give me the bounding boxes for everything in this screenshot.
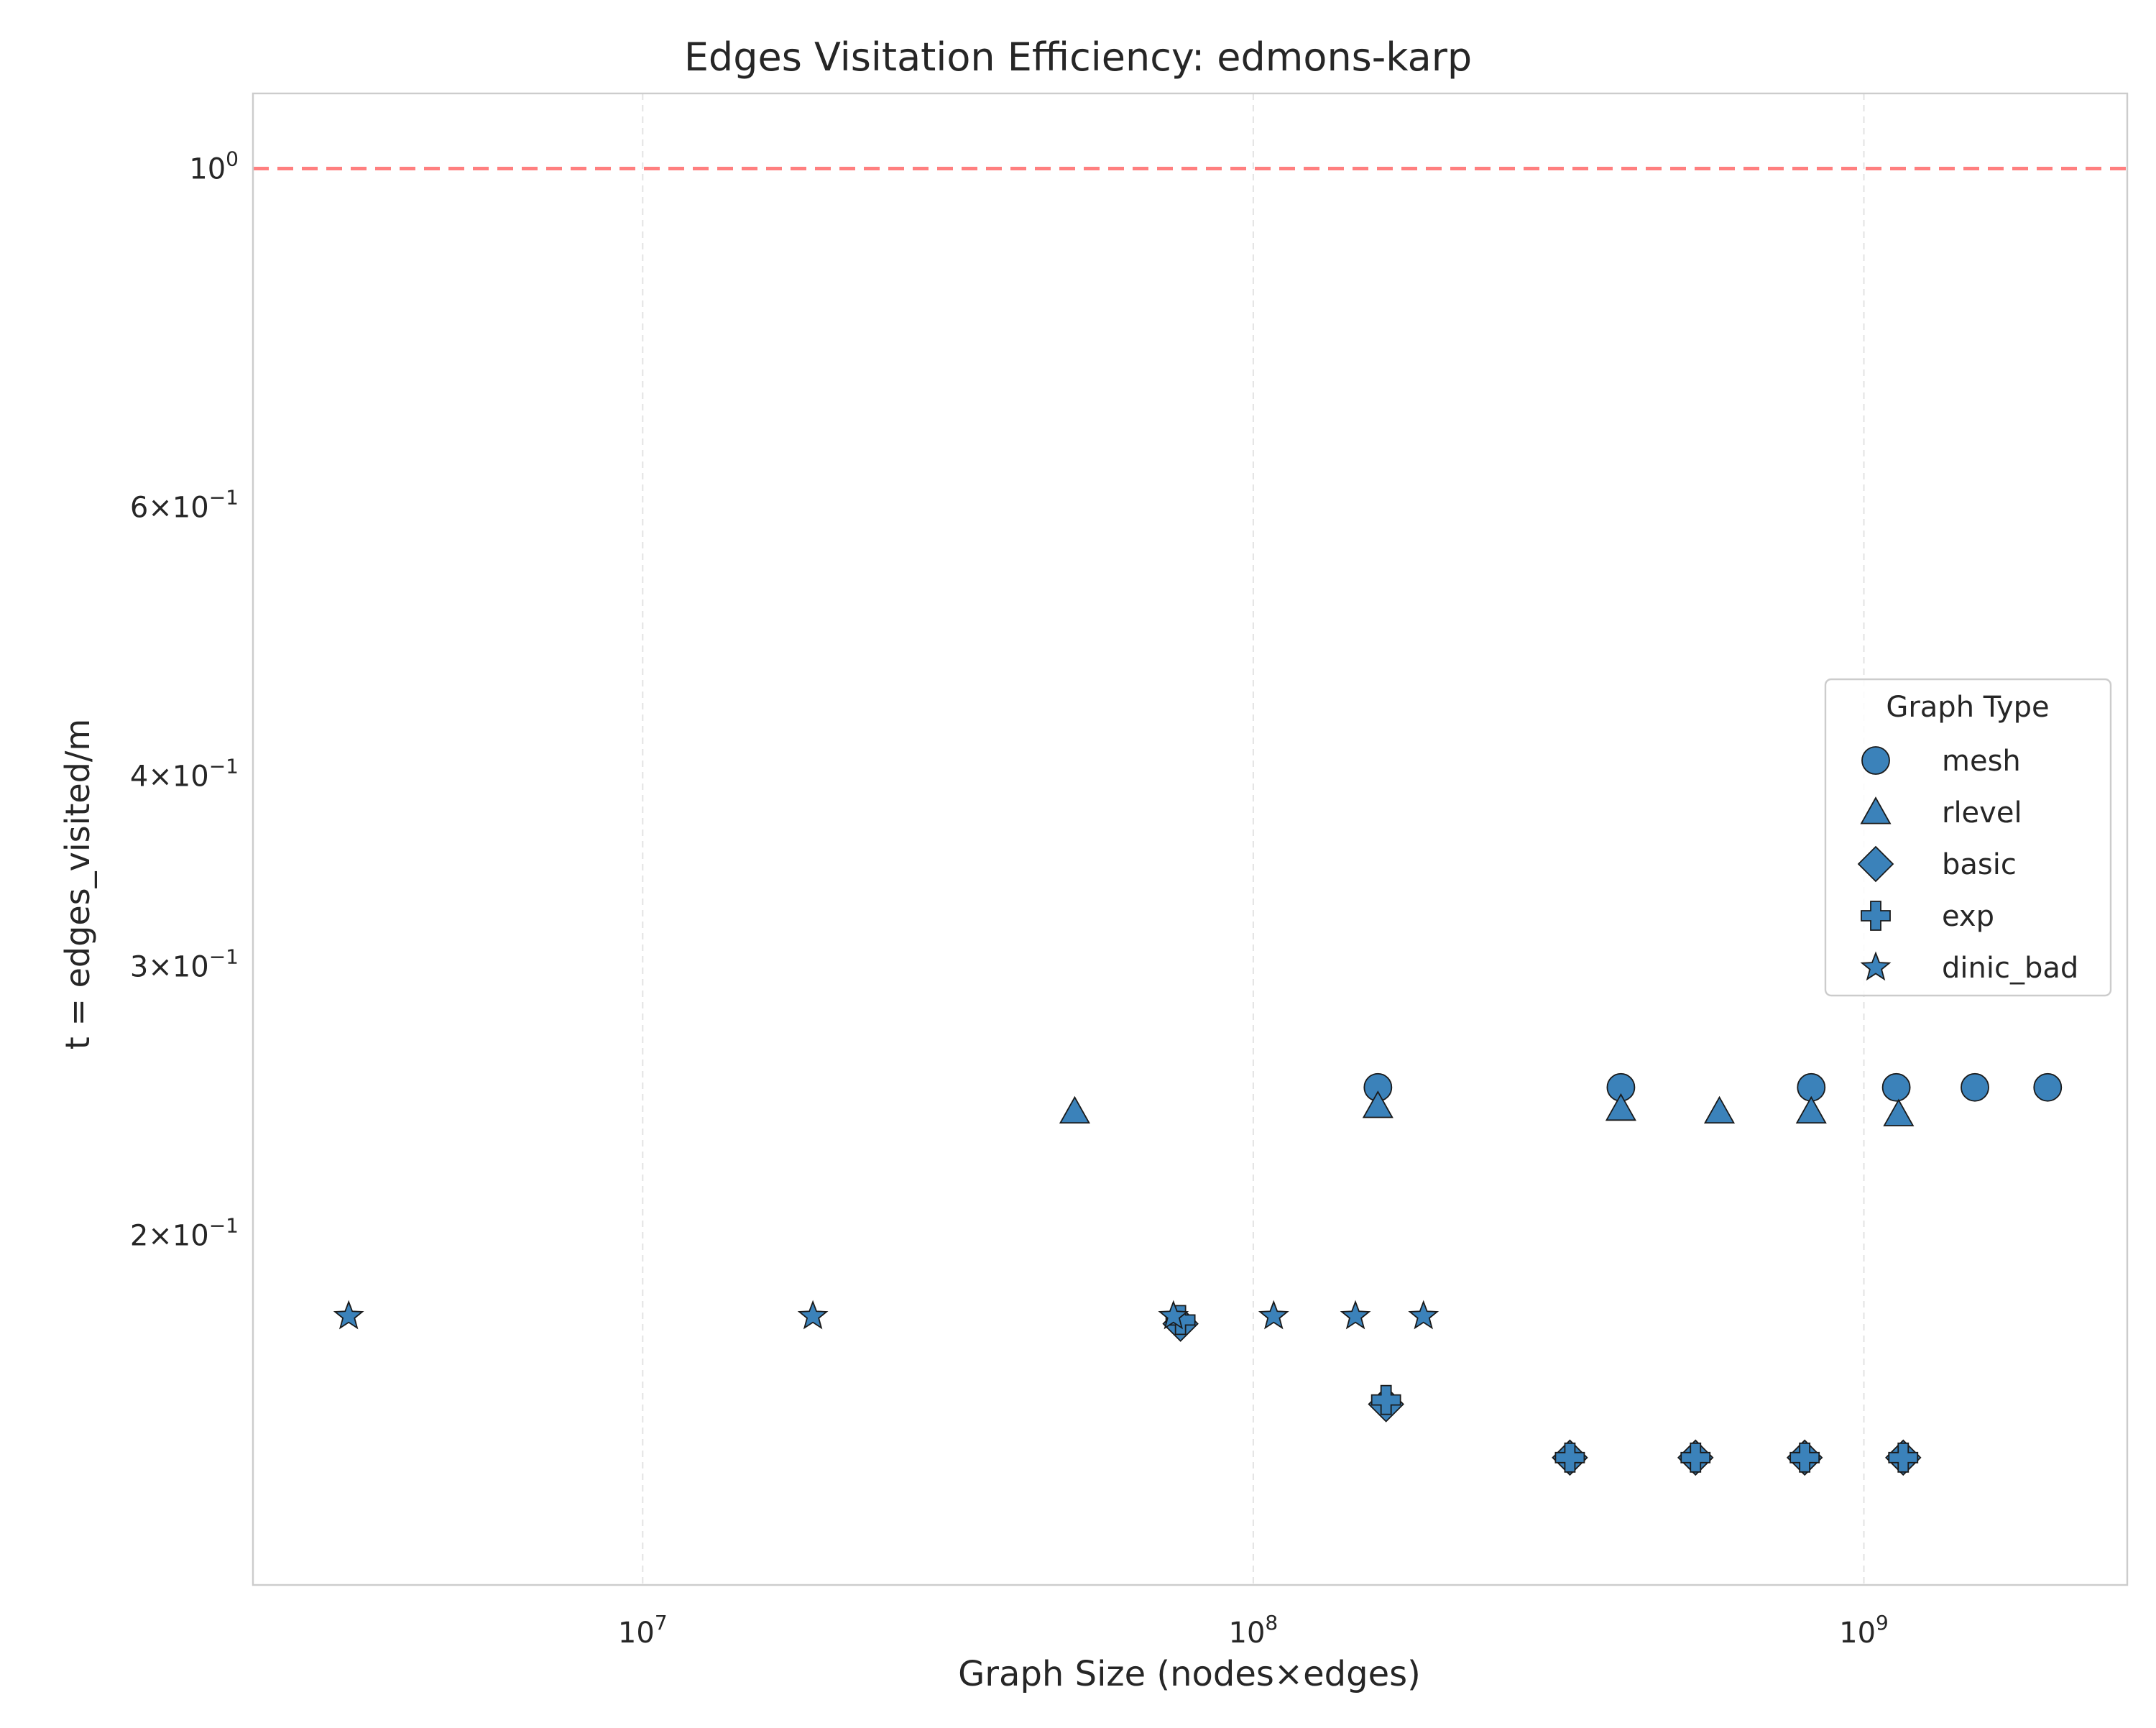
point-mesh-circle [2033, 1072, 2063, 1102]
y-tick-label: 100 [189, 147, 239, 185]
y-tick-label: 6×10−1 [130, 486, 239, 525]
legend: Graph Type mesh rlevel basic exp dinic_bad [1824, 678, 2112, 997]
legend-box [1824, 678, 2112, 997]
legend-label-exp: exp [1942, 900, 1994, 933]
x-tick-label: 109 [1839, 1611, 1889, 1650]
legend-marker-dinic_bad [1860, 951, 1892, 981]
series-mesh [1363, 1072, 2063, 1102]
y-tick-labels: 100 6×10−1 4×10−1 3×10−1 2×10−1 [130, 147, 239, 1252]
series-rlevel [1059, 1090, 1915, 1126]
point-exp-plus [1789, 1442, 1820, 1473]
point-exp-plus [1680, 1442, 1711, 1473]
point-exp-plus [1888, 1442, 1919, 1473]
point-dinic_bad-star [1258, 1300, 1289, 1330]
data-points [333, 1072, 2063, 1476]
legend-entries: mesh rlevel basic exp dinic_bad [1857, 745, 2078, 985]
grid [642, 93, 1865, 1585]
point-dinic_bad-star [1158, 1300, 1189, 1330]
point-rlevel-triangle [1059, 1095, 1090, 1124]
point-dinic_bad-star [797, 1300, 829, 1330]
point-mesh-circle [1881, 1072, 1911, 1102]
legend-marker-exp [1861, 901, 1891, 931]
series-dinic_bad [333, 1300, 1439, 1330]
point-rlevel-triangle [1703, 1095, 1736, 1124]
legend-marker-rlevel [1860, 796, 1892, 824]
point-mesh-circle [1961, 1072, 1989, 1102]
point-dinic_bad-star [1408, 1300, 1439, 1330]
x-tick-label: 107 [618, 1611, 668, 1650]
y-tick-label: 4×10−1 [130, 754, 239, 793]
legend-label-dinic_bad: dinic_bad [1942, 952, 2078, 985]
x-axis-label: Graph Size (nodes×edges) [958, 1654, 1421, 1694]
legend-label-basic: basic [1942, 848, 2017, 881]
legend-title: Graph Type [1886, 691, 2049, 724]
x-tick-label: 108 [1229, 1611, 1279, 1650]
plot-frame [252, 92, 2129, 1586]
legend-label-rlevel: rlevel [1942, 796, 2022, 829]
series-exp [1165, 1305, 1919, 1473]
point-exp-plus [1370, 1384, 1401, 1415]
point-rlevel-triangle [1605, 1093, 1636, 1121]
point-rlevel-triangle [1883, 1098, 1915, 1126]
legend-label-mesh: mesh [1942, 745, 2021, 778]
chart-title: Edges Visitation Efficiency: edmons-karp [684, 35, 1472, 80]
point-rlevel-triangle [1362, 1090, 1393, 1118]
y-tick-label: 3×10−1 [130, 945, 239, 984]
y-axis-label: t = edges_visited/m [58, 719, 97, 1049]
point-dinic_bad-star [333, 1300, 364, 1330]
legend-marker-basic [1857, 845, 1894, 883]
y-tick-label: 2×10−1 [130, 1213, 239, 1252]
point-rlevel-triangle [1795, 1095, 1827, 1124]
legend-marker-mesh [1861, 746, 1890, 775]
x-tick-labels: 107 108 109 [618, 1611, 1889, 1650]
point-exp-plus [1554, 1442, 1585, 1473]
point-dinic_bad-star [1340, 1300, 1371, 1330]
